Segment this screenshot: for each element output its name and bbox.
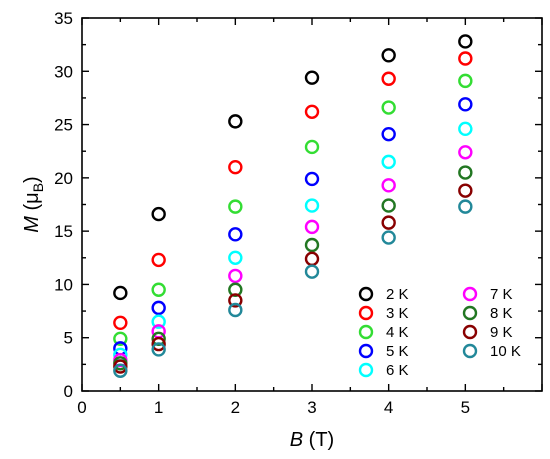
data-point [381,230,396,245]
x-tick-label: 1 [154,398,163,417]
data-point [304,171,320,187]
data-point [304,198,320,213]
data-point [458,165,473,180]
data-point [381,215,396,230]
data-point [304,264,320,279]
data-point [458,73,473,89]
data-point [151,342,166,357]
legend-label: 9 K [490,324,513,341]
y-axis-title: M (μB) [21,176,46,232]
legend-label: 6 K [386,362,409,379]
data-point [228,250,243,265]
data-point [458,145,473,160]
legend-label: 2 K [386,286,409,303]
y-tick-label: 30 [54,62,73,81]
y-tick-label: 20 [54,169,73,188]
data-point [228,114,243,129]
legend-label: 3 K [386,305,409,322]
data-point [113,285,128,301]
data-point [228,268,243,284]
data-point [113,359,128,374]
data-point [151,336,166,352]
legend-label: 5 K [386,343,409,360]
legend-marker [462,343,478,359]
x-tick-label: 0 [77,398,86,417]
y-tick-label: 5 [64,329,73,348]
data-point [458,51,473,66]
data-point [113,315,128,330]
legend-marker [358,362,374,378]
data-point [151,282,166,297]
legend-marker [358,305,374,321]
plot-border [81,17,543,392]
data-point [228,227,243,242]
data-point [381,100,396,115]
data-point [151,206,166,222]
data-point [304,70,320,85]
data-point [458,183,473,198]
data-point [304,251,320,267]
legend-marker [358,324,374,340]
legend: 2 K 3 K 4 K 5 K 6 K 7 K 8 K 9 K 10 K [358,286,521,379]
plot-frame [81,17,543,392]
data-point [228,159,243,175]
y-tick-label: 15 [54,222,73,241]
y-tick-label: 10 [54,275,73,294]
data-point [458,97,473,112]
x-tick-label: 5 [461,398,470,417]
y-tick-label: 35 [54,9,73,28]
legend-label: 4 K [386,324,409,341]
data-point [304,219,320,235]
data-point [113,363,128,378]
x-tick-label: 2 [231,398,240,417]
x-axis-ticks: 0 1 2 3 4 5 [77,18,543,417]
data-point [304,139,320,155]
data-point [458,199,473,214]
legend-label: 8 K [490,305,513,322]
data-point [381,198,396,213]
data-point [151,314,166,329]
y-tick-label: 0 [64,382,73,401]
data-point [304,104,320,119]
y-tick-label: 25 [54,116,73,135]
data-point [304,237,320,253]
data-point [228,302,243,318]
data-point [458,34,473,49]
legend-marker [358,343,374,359]
x-tick-label: 4 [384,398,393,417]
data-point [381,48,396,63]
legend-marker [358,286,374,302]
data-point [151,331,166,346]
y-axis-ticks: 0 5 10 15 20 25 30 35 [54,9,542,401]
legend-label: 10 K [490,343,521,360]
x-tick-label: 3 [307,398,316,417]
data-point [113,331,128,346]
data-point [458,121,473,137]
data-point [151,300,166,316]
data-points [113,34,473,378]
x-axis-title: B (T) [290,429,334,451]
data-point [381,154,396,170]
data-point [228,199,243,214]
legend-marker [462,324,478,340]
data-point [381,126,396,142]
data-point [228,293,243,308]
legend-marker [462,305,478,321]
data-point [228,282,243,297]
legend-label: 7 K [490,286,513,303]
data-point [381,178,396,193]
data-point [381,71,396,86]
legend-marker [462,286,478,302]
data-point [151,252,166,268]
